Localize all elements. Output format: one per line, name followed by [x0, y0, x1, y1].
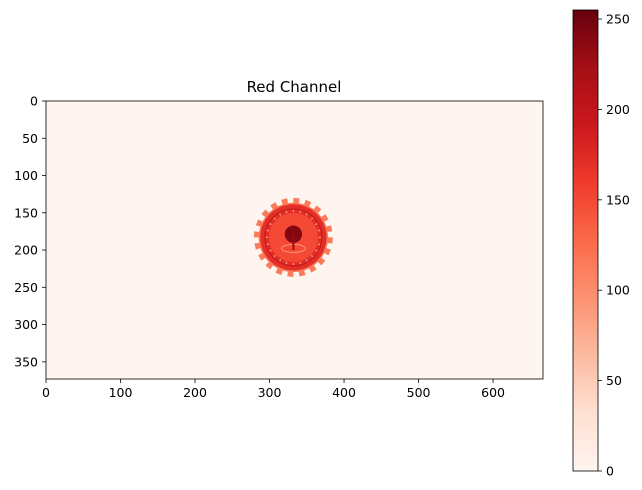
emblem-lettering-mark [305, 258, 308, 262]
x-tick-label: 600 [481, 385, 505, 400]
emblem-lettering-mark [317, 243, 321, 246]
emblem-lettering-mark [310, 254, 314, 258]
colorbar-tick-label: 50 [606, 373, 622, 388]
emblem-ring-line [264, 208, 323, 267]
y-tick-label: 350 [14, 354, 38, 369]
x-tick-label: 100 [109, 385, 133, 400]
colorbar-gradient [573, 10, 598, 471]
emblem-lettering-mark [314, 249, 318, 252]
emblem-lettering-mark [273, 254, 276, 258]
emblem-lettering-mark [310, 217, 314, 220]
x-tick-label: 0 [42, 385, 50, 400]
emblem-lettering-mark [269, 249, 272, 252]
emblem-lettering-mark [266, 243, 270, 246]
emblem-lettering-mark [299, 210, 302, 214]
y-tick-label: 0 [30, 94, 38, 109]
plot-frame [45, 100, 544, 380]
x-tick-label: 200 [183, 385, 207, 400]
emblem-lettering-mark [279, 213, 282, 216]
emblem-lettering-mark [317, 229, 321, 232]
x-axis: 0 100 200 300 400 500 600 [42, 379, 505, 400]
x-tick-label: 500 [407, 385, 431, 400]
y-axis: 0 50 100 150 200 250 300 350 [14, 94, 46, 369]
x-tick-label: 400 [332, 385, 356, 400]
y-tick-label: 100 [14, 168, 38, 183]
colorbar: 0 50 100 150 200 250 [572, 9, 630, 479]
chart-title: Red Channel [247, 78, 342, 96]
colorbar-tick-label: 100 [606, 283, 630, 298]
y-tick-label: 200 [14, 243, 38, 258]
y-tick-label: 300 [14, 317, 38, 332]
y-tick-label: 250 [14, 280, 38, 295]
colorbar-tick-label: 200 [606, 102, 630, 117]
x-tick-label: 300 [258, 385, 282, 400]
colorbar-tick-label: 0 [606, 464, 614, 479]
colorbar-tick-label: 250 [606, 12, 630, 27]
emblem-lettering-mark [266, 229, 270, 232]
emblem-lettering-mark [305, 213, 308, 216]
plot-area [45, 100, 544, 380]
emblem-lettering-mark [314, 223, 318, 226]
emblem-lettering-mark [279, 258, 282, 262]
colorbar-ticks: 0 50 100 150 200 250 [598, 12, 630, 479]
colorbar-frame [572, 9, 599, 472]
colorbar-tick-label: 150 [606, 192, 630, 207]
emblem-lettering-mark [273, 217, 276, 220]
y-tick-label: 50 [22, 131, 38, 146]
emblem-lettering-mark [285, 210, 288, 214]
emblem-lettering-mark [299, 261, 302, 265]
emblem-heatmap-region [253, 197, 333, 277]
emblem-lettering-mark [285, 261, 288, 265]
y-tick-label: 150 [14, 205, 38, 220]
emblem-lettering-mark [269, 223, 272, 226]
